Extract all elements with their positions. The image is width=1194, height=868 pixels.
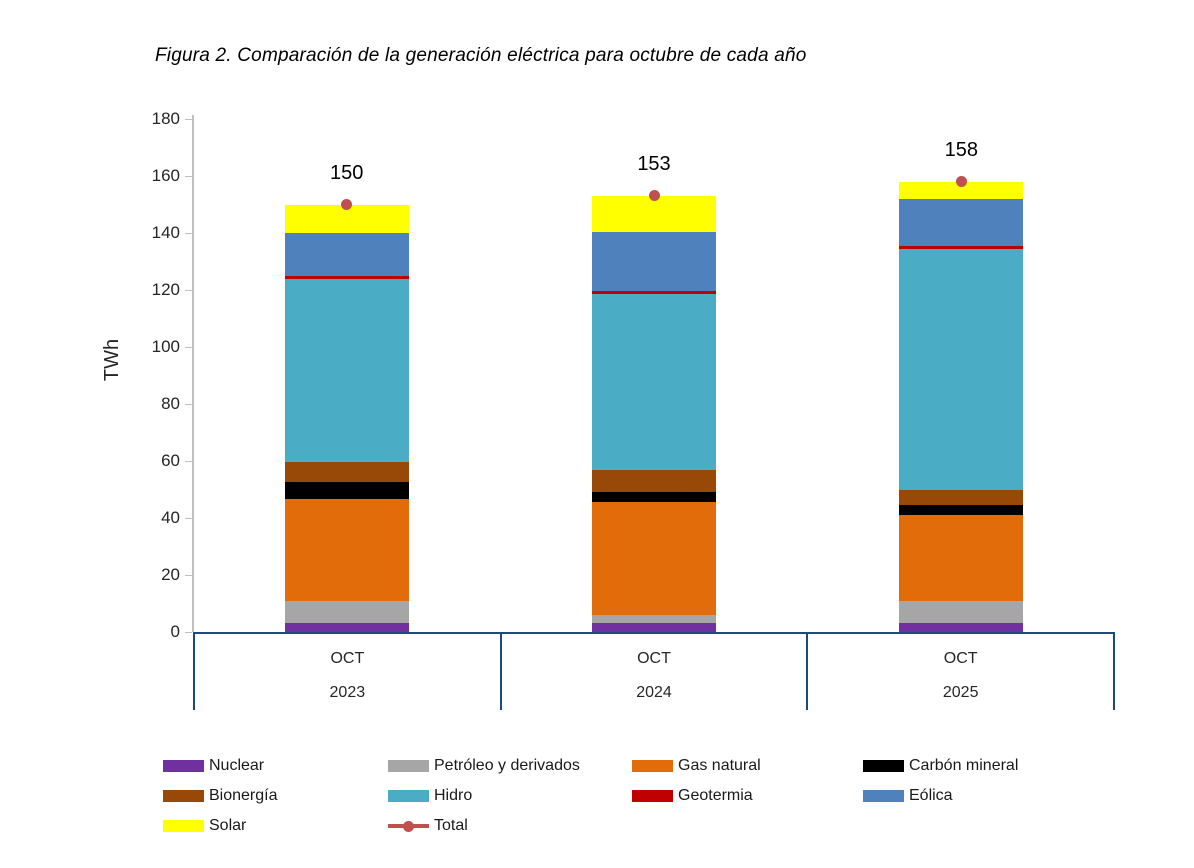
y-tick-mark <box>185 175 192 177</box>
bar-segment <box>592 469 716 493</box>
bar-segment <box>284 600 409 624</box>
legend-label: Petróleo y derivados <box>434 757 580 774</box>
category-year-label: 2024 <box>636 684 672 701</box>
category-month-label: OCT <box>943 650 978 667</box>
y-tick-mark <box>185 346 192 348</box>
legend-item: Nuclear <box>163 757 388 775</box>
y-tick-label: 120 <box>151 280 180 299</box>
y-tick-label: 100 <box>151 337 180 356</box>
y-tick-mark <box>185 460 192 462</box>
y-tick-label: 140 <box>151 223 180 242</box>
total-value-label: 158 <box>944 138 979 161</box>
bar-segment <box>592 231 716 292</box>
legend-item: Gas natural <box>632 757 863 775</box>
legend-swatch <box>632 760 673 772</box>
legend-label: Carbón mineral <box>909 757 1019 774</box>
legend-label: Geotermia <box>678 787 753 804</box>
x-axis-category: OCT 2025 <box>806 634 1113 710</box>
y-tick-label: 20 <box>161 565 180 584</box>
category-year-label: 2023 <box>329 684 366 701</box>
bar-segment <box>284 275 409 279</box>
legend-swatch <box>863 790 904 802</box>
legend-total-marker-icon <box>388 820 429 832</box>
bar-segment <box>899 198 1024 246</box>
bar-segment <box>899 248 1024 490</box>
legend-label: Solar <box>209 817 247 834</box>
bar-segment <box>899 505 1024 516</box>
y-tick-mark <box>185 289 192 291</box>
category-year-label: 2025 <box>942 684 979 701</box>
bar-segment <box>899 600 1024 624</box>
legend-item: Bionergía <box>163 787 388 805</box>
y-tick-mark <box>185 403 192 405</box>
category-month-label: OCT <box>637 650 671 667</box>
y-tick-mark <box>185 517 192 519</box>
y-tick-mark <box>185 574 192 576</box>
bar-segment <box>592 492 716 503</box>
bar-segment <box>899 181 1024 199</box>
legend: Nuclear Petróleo y derivados Gas natural Ca… <box>163 751 1083 841</box>
x-axis-category: OCT 2023 <box>195 634 500 710</box>
total-value-label: 150 <box>329 161 364 184</box>
y-tick-label: 40 <box>161 508 180 527</box>
total-value-label: 153 <box>637 152 671 175</box>
bar-segment <box>284 233 409 276</box>
legend-swatch <box>163 820 204 832</box>
legend-label: Total <box>434 817 468 834</box>
legend-label: Eólica <box>909 787 953 804</box>
bar-segment <box>592 294 716 470</box>
bar-segment <box>592 614 716 624</box>
legend-item: Hidro <box>388 787 632 805</box>
legend-swatch <box>388 790 429 802</box>
bar-segment <box>284 482 409 500</box>
y-tick-mark <box>185 118 192 120</box>
bar-segment <box>899 515 1024 601</box>
legend-item: Carbón mineral <box>863 757 1083 775</box>
x-axis-category: OCT 2024 <box>499 634 807 710</box>
y-tick-label: 80 <box>161 394 180 413</box>
legend-label: Nuclear <box>209 757 265 774</box>
bar-segment <box>899 489 1024 506</box>
total-marker-icon <box>341 199 353 210</box>
x-axis-table: OCT 2023 OCT 2024 OCT 2025 <box>193 632 1115 710</box>
legend-swatch <box>163 790 204 802</box>
y-tick-label: 160 <box>151 166 180 185</box>
legend-swatch <box>632 790 673 802</box>
legend-swatch <box>388 760 429 772</box>
bar-segment <box>592 291 716 295</box>
bar-segment <box>284 499 409 601</box>
plot-area: 150 153 158 <box>193 119 1115 632</box>
y-tick-label: 0 <box>170 622 180 641</box>
legend-swatch <box>163 760 204 772</box>
bar-segment <box>284 623 409 632</box>
bar-segment <box>899 623 1024 632</box>
bar-segment <box>899 245 1024 249</box>
legend-item: Total <box>388 817 632 835</box>
legend-swatch <box>863 760 904 772</box>
legend-label: Gas natural <box>678 757 761 774</box>
total-marker-icon <box>648 190 660 202</box>
legend-item: Geotermia <box>632 787 863 805</box>
y-tick-mark <box>185 232 192 234</box>
legend-label: Bionergía <box>209 787 278 804</box>
legend-label: Hidro <box>434 787 473 804</box>
total-marker-icon <box>955 176 967 188</box>
bar-segment <box>284 462 409 483</box>
y-axis-line <box>192 115 194 632</box>
bar-segment <box>284 278 409 463</box>
bar-segment <box>592 195 716 232</box>
legend-item: Eólica <box>863 787 1083 805</box>
category-month-label: OCT <box>330 650 365 667</box>
chart-title: Figura 2. Comparación de la generación e… <box>155 45 807 66</box>
y-tick-mark <box>185 631 192 633</box>
legend-item: Petróleo y derivados <box>388 757 632 775</box>
bar-segment <box>592 502 716 615</box>
legend-total-dot <box>403 820 414 832</box>
y-tick-label: 180 <box>151 109 180 128</box>
legend-item: Solar <box>163 817 388 835</box>
bar-segment <box>592 623 716 632</box>
y-tick-label: 60 <box>161 451 180 470</box>
